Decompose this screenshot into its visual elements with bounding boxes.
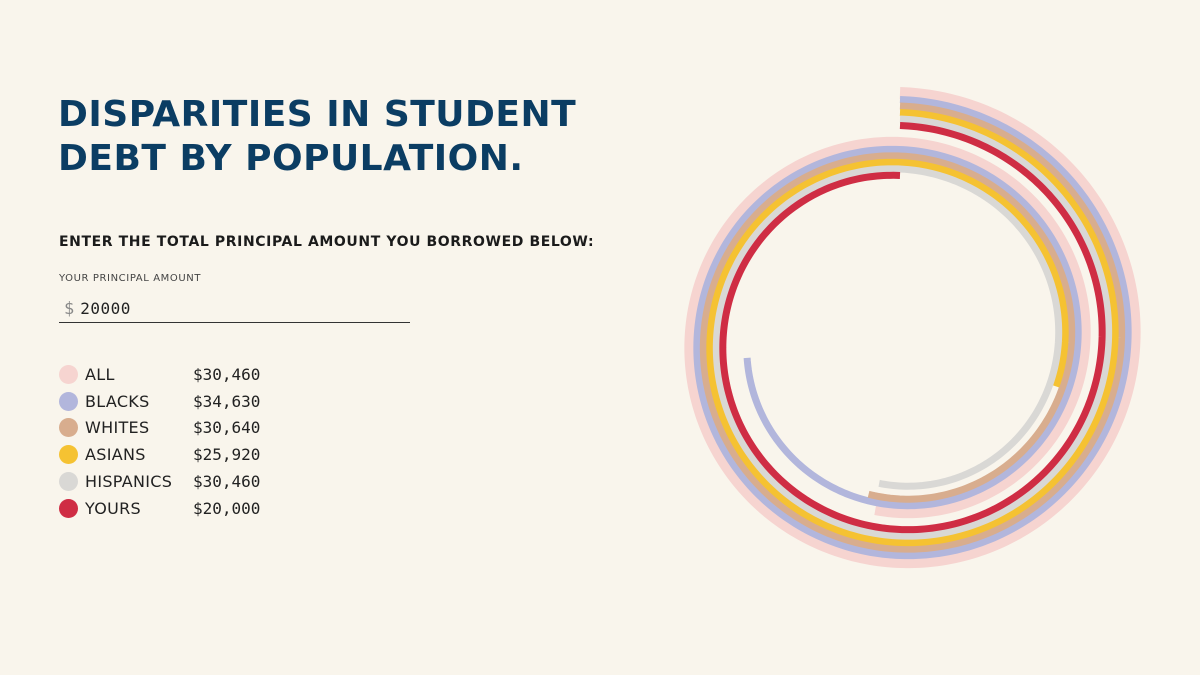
legend-dot-asians xyxy=(59,445,78,465)
legend-item-whites: WHITES $30,640 xyxy=(59,415,260,442)
instruction-text: ENTER THE TOTAL PRINCIPAL AMOUNT YOU BOR… xyxy=(59,234,595,250)
legend-value-whites: $30,640 xyxy=(193,418,261,438)
arc-asians xyxy=(706,109,1119,547)
principal-amount-input[interactable] xyxy=(80,299,381,318)
legend-item-blacks: BLACKS $34,630 xyxy=(59,388,260,415)
legend-item-yours: YOURS $20,000 xyxy=(59,495,260,522)
principal-amount-field[interactable]: $ xyxy=(59,295,410,323)
legend-item-all: ALL $30,460 xyxy=(59,361,260,388)
legend-dot-hispanics xyxy=(59,472,78,492)
legend-item-hispanics: HISPANICS $30,460 xyxy=(59,468,260,495)
arc-yours xyxy=(719,122,1106,534)
title-line-2: DEBT BY POPULATION. xyxy=(58,138,524,179)
legend-value-hispanics: $30,460 xyxy=(193,472,261,492)
legend-label-whites: WHITES xyxy=(85,418,150,438)
legend-label-yours: YOURS xyxy=(85,498,141,518)
currency-symbol: $ xyxy=(64,298,75,319)
principal-amount-label: YOUR PRINCIPAL AMOUNT xyxy=(59,273,202,284)
title-line-1: DISPARITIES IN STUDENT xyxy=(58,94,577,135)
legend-value-yours: $20,000 xyxy=(193,498,261,518)
legend-dot-whites xyxy=(59,418,78,438)
legend-dot-all xyxy=(59,364,78,384)
legend-dot-blacks xyxy=(59,391,78,411)
legend-item-asians: ASIANS $25,920 xyxy=(59,441,260,468)
legend-label-hispanics: HISPANICS xyxy=(85,472,173,492)
legend-value-all: $30,460 xyxy=(193,364,261,384)
legend-value-blacks: $34,630 xyxy=(193,391,261,411)
legend-dot-yours xyxy=(59,498,78,518)
legend-value-asians: $25,920 xyxy=(193,445,261,465)
arc-all xyxy=(684,87,1141,569)
legend: ALL $30,460 BLACKS $34,630 WHITES $30,64… xyxy=(59,361,260,522)
arc-whites xyxy=(699,102,1126,553)
legend-label-all: ALL xyxy=(85,364,115,384)
legend-label-blacks: BLACKS xyxy=(85,391,150,411)
arc-blacks xyxy=(693,96,1132,560)
page-title: DISPARITIES IN STUDENT DEBT BY POPULATIO… xyxy=(58,93,578,181)
legend-label-asians: ASIANS xyxy=(85,445,146,465)
radial-debt-chart xyxy=(684,87,1141,569)
arc-hispanics xyxy=(712,115,1113,540)
